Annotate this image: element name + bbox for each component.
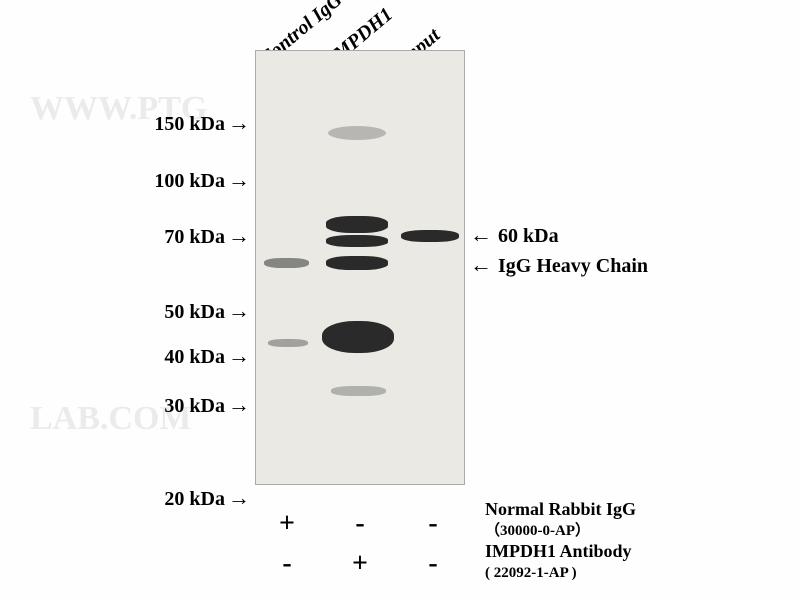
reagent-code: ( 22092-1-AP ) xyxy=(485,565,577,581)
band-control-faint xyxy=(268,339,308,347)
arrow-icon: → xyxy=(228,167,250,193)
band-impdh1-low-major xyxy=(322,321,394,353)
sign-row1-col3: - xyxy=(418,508,448,540)
marker-30: 30 kDa xyxy=(105,395,225,418)
reagent-name: Normal Rabbit IgG xyxy=(485,499,636,519)
sign-row2-col3: - xyxy=(418,548,448,580)
reagent-code: （30000-0-AP） xyxy=(485,523,590,539)
sign-row2-col1: - xyxy=(272,548,302,580)
sign-row1-col1: + xyxy=(272,508,302,540)
blot-figure: WWW.PTG LAB.COM Control IgG IMPDH1 Input… xyxy=(0,0,800,600)
arrow-icon: → xyxy=(228,485,250,511)
band-impdh1-60kda-lower xyxy=(326,235,388,247)
arrow-icon: ← xyxy=(470,252,492,278)
label-60kda: 60 kDa xyxy=(498,225,559,248)
blot-membrane xyxy=(255,50,465,485)
band-input-60kda xyxy=(401,230,459,242)
arrow-icon: ← xyxy=(470,222,492,248)
marker-40: 40 kDa xyxy=(105,346,225,369)
band-impdh1-faint2 xyxy=(331,386,386,396)
sign-row2-col2: + xyxy=(345,548,375,580)
arrow-icon: → xyxy=(228,343,250,369)
band-impdh1-60kda-upper xyxy=(326,216,388,233)
band-impdh1-faint1 xyxy=(328,126,386,140)
band-impdh1-heavychain xyxy=(326,256,388,270)
marker-20: 20 kDa xyxy=(105,488,225,511)
arrow-icon: → xyxy=(228,392,250,418)
arrow-icon: → xyxy=(228,223,250,249)
marker-150: 150 kDa xyxy=(105,113,225,136)
arrow-icon: → xyxy=(228,110,250,136)
reagent-name: IMPDH1 Antibody xyxy=(485,541,632,561)
marker-100: 100 kDa xyxy=(105,170,225,193)
marker-70: 70 kDa xyxy=(105,226,225,249)
label-heavy-chain: IgG Heavy Chain xyxy=(498,255,648,278)
reagent-impdh1-ab: IMPDH1 Antibody ( 22092-1-AP ) xyxy=(485,542,632,582)
band-control-heavychain xyxy=(264,258,309,268)
sign-row1-col2: - xyxy=(345,508,375,540)
arrow-icon: → xyxy=(228,298,250,324)
reagent-normal-igg: Normal Rabbit IgG （30000-0-AP） xyxy=(485,500,636,540)
marker-50: 50 kDa xyxy=(105,301,225,324)
